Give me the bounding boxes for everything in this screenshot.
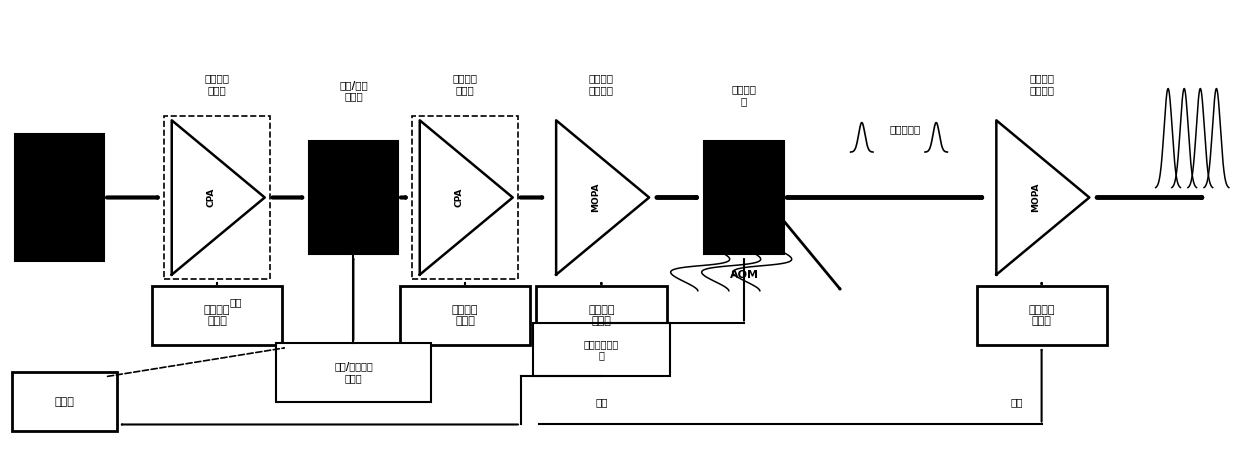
Text: 第二激光
泵浦源: 第二激光 泵浦源 xyxy=(1028,305,1055,326)
Bar xyxy=(704,141,785,254)
Text: CPA: CPA xyxy=(206,188,216,207)
Text: 一级预放
放大器: 一级预放 放大器 xyxy=(205,73,229,95)
Bar xyxy=(309,141,398,254)
Bar xyxy=(15,134,104,261)
Bar xyxy=(536,286,667,345)
Text: 二级主振
荡放大器: 二级主振 荡放大器 xyxy=(1029,73,1054,95)
Bar xyxy=(164,116,270,279)
Text: 声光调制
器: 声光调制 器 xyxy=(732,84,756,106)
Text: 第一激光
泵浦源: 第一激光 泵浦源 xyxy=(588,305,615,326)
Text: 同步: 同步 xyxy=(229,297,242,307)
Text: 声光/电光
调制器: 声光/电光 调制器 xyxy=(339,80,368,102)
Text: MOPA: MOPA xyxy=(590,183,600,212)
Text: 同步: 同步 xyxy=(595,397,608,407)
Text: 一级偶射光: 一级偶射光 xyxy=(889,124,921,134)
Text: 第四激光
泵浦源: 第四激光 泵浦源 xyxy=(451,305,479,326)
Bar xyxy=(275,343,432,402)
Bar xyxy=(399,286,531,345)
Bar xyxy=(977,286,1107,345)
Text: 一级主振
荡放大器: 一级主振 荡放大器 xyxy=(589,73,614,95)
Text: AOM: AOM xyxy=(729,270,759,280)
Text: 第三激光
泵浦源: 第三激光 泵浦源 xyxy=(203,305,231,326)
Bar xyxy=(533,323,670,375)
Text: 射频源: 射频源 xyxy=(55,397,74,407)
Text: 二级预放
放大器: 二级预放 放大器 xyxy=(453,73,477,95)
Text: 声光/电光调制
驱动器: 声光/电光调制 驱动器 xyxy=(334,361,373,383)
Text: MOPA: MOPA xyxy=(1030,183,1040,212)
Text: 声光调制驱动
器: 声光调制驱动 器 xyxy=(584,339,619,360)
Text: 延迟: 延迟 xyxy=(1011,397,1023,407)
Bar xyxy=(11,372,117,431)
Bar xyxy=(412,116,518,279)
Text: CPA: CPA xyxy=(454,188,464,207)
Bar xyxy=(151,286,283,345)
